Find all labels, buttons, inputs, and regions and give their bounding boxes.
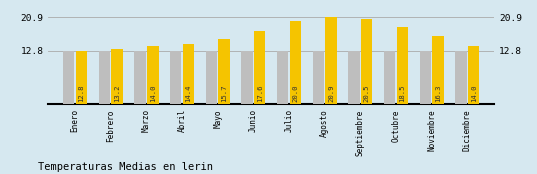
Bar (455, 51, 467, 104)
Text: 20.5: 20.5 (364, 85, 370, 102)
Text: 20.9: 20.9 (328, 85, 334, 102)
Bar (99, 51, 110, 104)
Bar (277, 51, 288, 104)
Bar (348, 51, 360, 104)
Bar (134, 51, 146, 104)
Bar (147, 46, 158, 104)
Bar (419, 51, 431, 104)
Bar (313, 51, 324, 104)
Bar (63, 51, 74, 104)
Text: 15.7: 15.7 (221, 85, 227, 102)
Bar (290, 21, 301, 104)
Bar (112, 49, 123, 104)
Bar (76, 51, 87, 104)
Bar (397, 27, 408, 104)
Bar (170, 51, 182, 104)
Bar (468, 46, 480, 104)
Text: 14.0: 14.0 (150, 85, 156, 102)
Text: Temperaturas Medias en lerin: Temperaturas Medias en lerin (38, 162, 213, 172)
Bar (384, 51, 395, 104)
Text: 14.4: 14.4 (185, 85, 192, 102)
Bar (183, 44, 194, 104)
Text: 13.2: 13.2 (114, 85, 120, 102)
Text: 17.6: 17.6 (257, 85, 263, 102)
Bar (432, 36, 444, 104)
Bar (219, 39, 230, 104)
Text: 16.3: 16.3 (435, 85, 441, 102)
Bar (254, 31, 265, 104)
Bar (206, 51, 217, 104)
Text: 18.5: 18.5 (400, 85, 405, 102)
Text: 14.0: 14.0 (471, 85, 477, 102)
Bar (241, 51, 252, 104)
Text: 12.8: 12.8 (78, 85, 84, 102)
Text: 20.0: 20.0 (293, 85, 299, 102)
Bar (325, 17, 337, 104)
Bar (361, 19, 373, 104)
